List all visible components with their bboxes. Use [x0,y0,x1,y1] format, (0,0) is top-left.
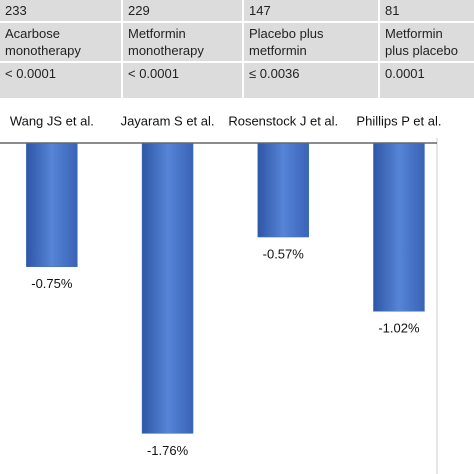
table-cell: 233 [0,0,122,23]
x-tick-label: Phillips P et al. [356,113,441,128]
table-cell: 0.0001 [378,62,474,100]
bar [373,142,425,312]
table-cell: 147 [242,0,379,23]
data-label: -0.57% [263,246,305,261]
table-cell: Acarbose monotherapy [0,22,122,63]
data-label: -1.76% [147,443,189,458]
table-row: 233 229 147 81 [0,0,474,23]
x-tick-label: Jayaram S et al. [121,113,215,128]
table-cell: Metformin monotherapy [121,22,243,63]
bar [141,142,194,434]
table-cell: Metformin plus placebo [378,22,474,63]
table-body: 233 229 147 81 Acarbose monotherapy Metformin… [0,0,474,100]
table-row: Acarbose monotherapy Metformin monotherap… [0,22,474,63]
bar [257,142,309,238]
data-label: -1.02% [378,321,420,336]
table-cell: Placebo plus metformin [242,22,379,63]
table-row: < 0.0001 < 0.0001 ≤ 0.0036 0.0001 [0,62,474,100]
data-label: -0.75% [31,276,73,291]
table-cell: ≤ 0.0036 [242,62,379,100]
summary-table: 233 229 147 81 Acarbose monotherapy Metformin… [0,0,474,100]
table-cell: < 0.0001 [121,62,243,100]
x-tick-label: Wang JS et al. [10,113,94,128]
bar [26,142,78,267]
table-cell: 229 [121,0,243,23]
x-tick-label: Rosenstock J et al. [228,113,338,128]
table-cell: 81 [378,0,474,23]
table-cell: < 0.0001 [0,62,122,100]
